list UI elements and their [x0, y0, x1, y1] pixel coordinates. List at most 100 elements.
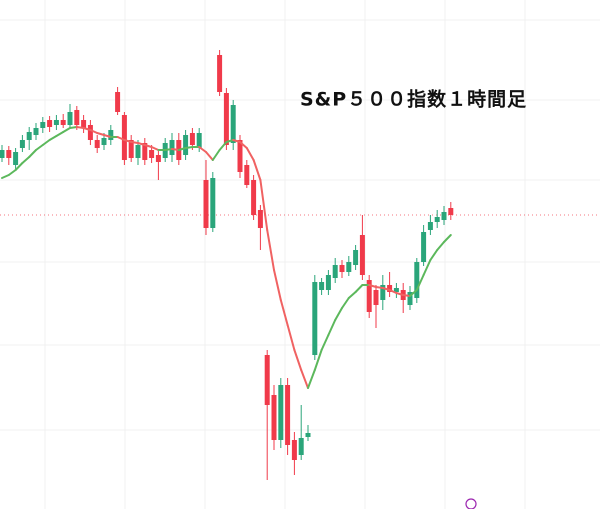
moving-average-segment — [55, 131, 65, 137]
plot-area — [0, 50, 600, 480]
moving-average-segment — [184, 146, 194, 149]
moving-average-segment — [388, 289, 398, 294]
candle-body — [6, 150, 12, 158]
candle-body — [128, 140, 134, 158]
candle-body — [414, 262, 420, 298]
moving-average-segment — [293, 349, 303, 371]
candle-body — [407, 292, 413, 305]
candle-body — [393, 288, 399, 292]
candle-body — [353, 250, 359, 265]
moving-average-segment — [245, 147, 255, 161]
moving-average-segment — [443, 234, 452, 243]
moving-average-segment — [375, 286, 384, 289]
moving-average-segment — [1, 174, 10, 179]
moving-average-segment — [116, 136, 126, 141]
candle-body — [47, 120, 53, 127]
candle-body — [169, 140, 175, 155]
candle-body — [135, 145, 141, 158]
moving-average-segment — [198, 146, 207, 153]
moving-average-segment — [320, 334, 330, 351]
candle-body — [115, 92, 121, 112]
moving-average-segment — [395, 292, 405, 296]
candle-body — [285, 385, 291, 445]
moving-average-segment — [402, 294, 411, 297]
candle-body — [257, 210, 263, 228]
moving-average-segment — [266, 229, 275, 271]
candle-body — [26, 132, 32, 140]
moving-average-segment — [130, 141, 139, 144]
moving-average-segment — [7, 169, 17, 176]
candle-body — [60, 120, 66, 125]
candle-body — [237, 140, 243, 172]
candle-body — [53, 120, 59, 125]
moving-average-segment — [341, 297, 350, 309]
candle-body — [366, 280, 372, 312]
moving-average-segment — [429, 249, 439, 261]
candle-body — [441, 212, 447, 220]
candle-body — [101, 138, 107, 145]
moving-average-segment — [259, 179, 269, 231]
candle-body — [448, 208, 454, 215]
candle-body — [346, 262, 352, 272]
moving-average-segment — [307, 369, 316, 389]
candle-body — [217, 55, 223, 92]
candle-body — [19, 140, 25, 148]
moving-average-segment — [279, 299, 289, 326]
moving-average-segment — [205, 151, 214, 161]
candle-body — [434, 217, 440, 222]
moving-average-segment — [218, 141, 228, 151]
candle-body — [81, 120, 87, 128]
candle-body — [264, 355, 270, 405]
moving-average-segment — [48, 135, 58, 141]
candle-body — [67, 112, 73, 125]
moving-average-segment — [35, 144, 44, 151]
candle-body — [380, 285, 386, 300]
candle-body — [271, 395, 277, 440]
candle-body — [13, 152, 19, 165]
moving-average-segment — [381, 287, 391, 291]
moving-average-segment — [232, 139, 241, 143]
candle-body — [359, 235, 365, 275]
candle-body — [298, 438, 304, 455]
candle-body — [87, 125, 93, 140]
logo — [465, 498, 477, 509]
moving-average-segment — [225, 139, 235, 143]
candle-body — [210, 178, 216, 228]
candle-body — [373, 290, 379, 305]
moving-average-segment — [436, 241, 445, 251]
moving-average-segment — [177, 147, 187, 151]
candle-body — [278, 385, 284, 440]
candle-body — [332, 265, 338, 278]
moving-average-segment — [273, 269, 282, 301]
candle-body — [121, 115, 127, 160]
moving-average-segment — [334, 307, 343, 321]
candle-body — [291, 440, 297, 460]
candle-body — [325, 275, 331, 290]
candle-body — [183, 135, 189, 155]
moving-average-segment — [41, 139, 51, 146]
candle-body — [149, 150, 155, 158]
chart-title: S&P５００指数１時間足 — [300, 88, 527, 111]
candle-body — [339, 265, 345, 272]
moving-average-segment — [422, 259, 432, 276]
candle-body — [142, 143, 148, 160]
moving-average-segment — [415, 274, 425, 291]
candle-body — [33, 128, 39, 135]
moving-average-segment — [239, 141, 248, 149]
moving-average-segment — [252, 159, 262, 181]
candle-body — [244, 165, 250, 185]
moving-average-segment — [123, 139, 133, 143]
moving-average-segment — [354, 284, 364, 293]
moving-average-segment — [89, 129, 99, 134]
moving-average-segment — [62, 127, 71, 133]
moving-average-segment — [137, 142, 146, 146]
candle-body — [108, 130, 114, 140]
moving-average-segment — [409, 289, 418, 297]
candle-body — [155, 155, 161, 162]
moving-average-segment — [286, 324, 296, 351]
candle-body — [189, 133, 195, 145]
moving-average-segment — [164, 148, 173, 151]
moving-average-segment — [368, 284, 377, 288]
